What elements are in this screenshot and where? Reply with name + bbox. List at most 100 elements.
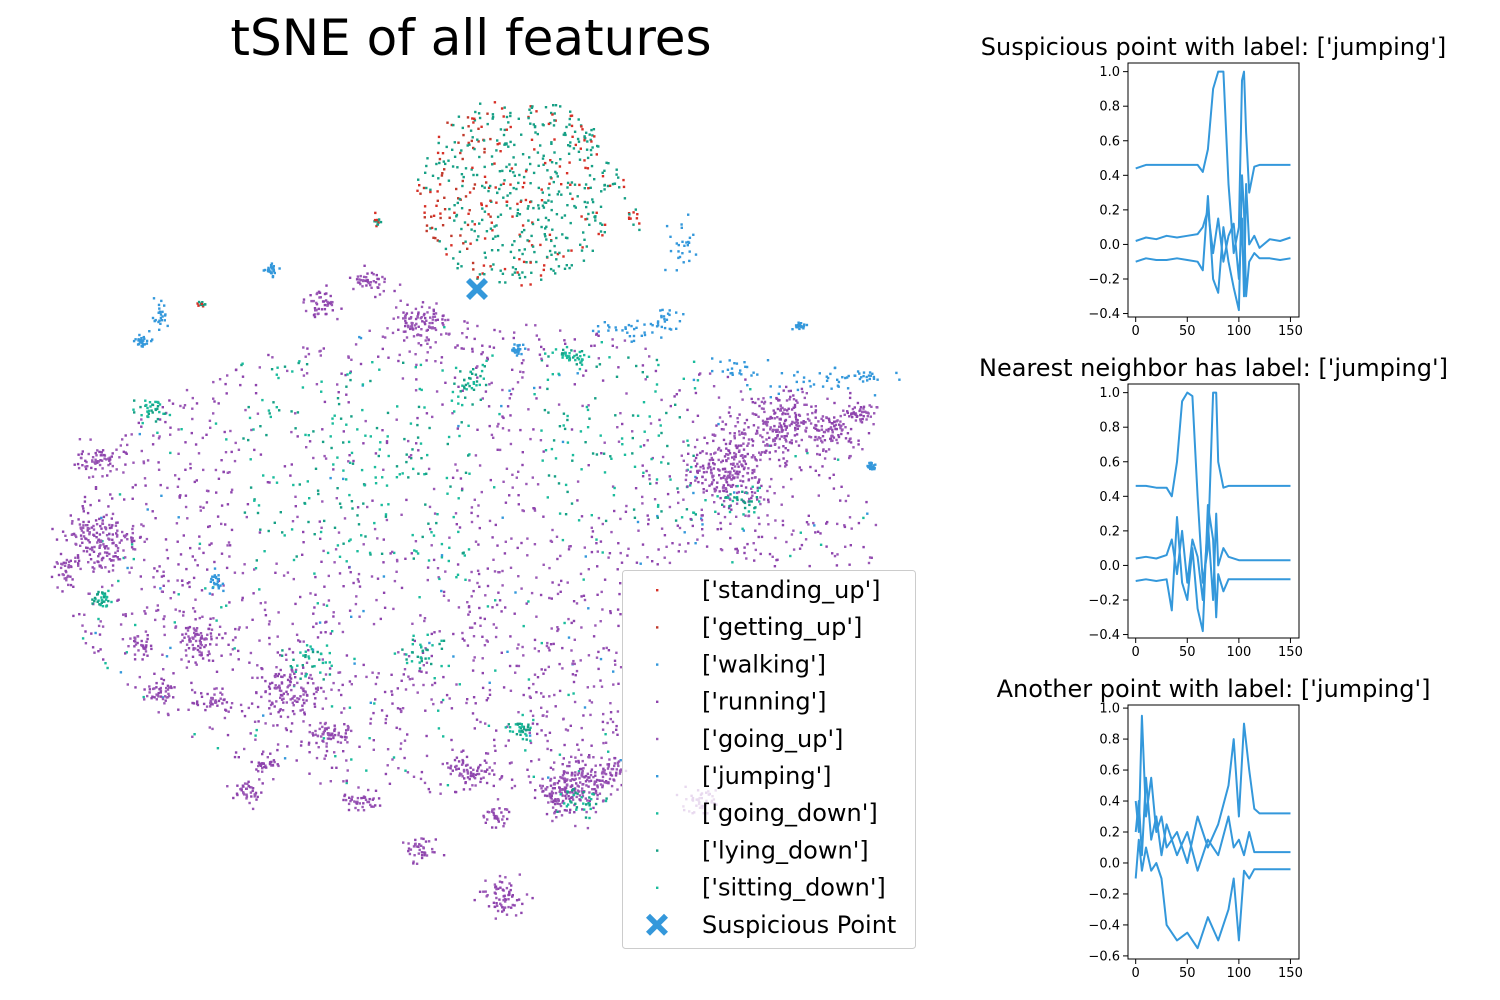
- tsne-point: [628, 335, 632, 338]
- tsne-point: [395, 465, 399, 468]
- tsne-point: [705, 470, 708, 474]
- tsne-point: [488, 766, 491, 769]
- tsne-point: [318, 658, 321, 661]
- tsne-point: [571, 796, 574, 799]
- tsne-point: [569, 808, 572, 812]
- tsne-point: [129, 637, 132, 640]
- tsne-point: [74, 556, 77, 559]
- tsne-point: [272, 724, 275, 727]
- tsne-point: [570, 784, 574, 787]
- tsne-point: [308, 730, 311, 734]
- tsne-point: [72, 585, 75, 588]
- tsne-point: [641, 371, 644, 374]
- tsne-point: [657, 503, 660, 507]
- tsne-point: [563, 339, 566, 342]
- tsne-point: [872, 377, 876, 380]
- tsne-point: [268, 481, 271, 484]
- tsne-point: [740, 444, 743, 447]
- tsne-point: [119, 444, 122, 447]
- tsne-point: [444, 247, 448, 251]
- tsne-point: [727, 470, 730, 474]
- tsne-point: [568, 764, 571, 768]
- tsne-point: [581, 404, 584, 408]
- tsne-point: [825, 428, 828, 432]
- tsne-point: [592, 685, 596, 688]
- tsne-point: [766, 489, 769, 493]
- tsne-point: [692, 454, 695, 457]
- tsne-point: [866, 379, 869, 382]
- tsne-point: [513, 240, 516, 243]
- tsne-point: [807, 523, 810, 526]
- tsne-point: [779, 418, 782, 421]
- tsne-point: [492, 558, 495, 561]
- tsne-point: [689, 517, 692, 521]
- tsne-point: [110, 455, 113, 458]
- tsne-point: [554, 170, 557, 174]
- tsne-point: [514, 671, 517, 674]
- tsne-point: [88, 592, 91, 595]
- tsne-point: [532, 775, 535, 778]
- tsne-point: [468, 384, 471, 388]
- tsne-point: [188, 581, 191, 584]
- tsne-point: [369, 717, 373, 721]
- tsne-point: [749, 388, 752, 391]
- tsne-point: [199, 505, 202, 509]
- tsne-point: [580, 363, 584, 366]
- tsne-point: [108, 456, 111, 459]
- tsne-point: [318, 621, 322, 624]
- tsne-point: [77, 559, 81, 562]
- tsne-point: [533, 386, 536, 390]
- tsne-point: [93, 545, 96, 549]
- tsne-point: [656, 321, 660, 325]
- tsne-point: [668, 309, 671, 312]
- tsne-point: [75, 535, 78, 539]
- tsne-point: [161, 406, 164, 409]
- tsne-point: [729, 472, 732, 475]
- tsne-point: [663, 317, 666, 321]
- tsne-point: [305, 363, 309, 366]
- tsne-point: [468, 191, 472, 194]
- tsne-point: [559, 158, 562, 161]
- tsne-point: [251, 807, 255, 811]
- tsne-point: [613, 764, 616, 768]
- tsne-point: [762, 498, 766, 501]
- tsne-point: [480, 203, 483, 207]
- tsne-point: [469, 242, 472, 245]
- tsne-point: [99, 454, 103, 457]
- tsne-point: [517, 575, 520, 578]
- tsne-point: [171, 402, 175, 405]
- tsne-point: [641, 495, 644, 499]
- tsne-point: [477, 235, 480, 238]
- tsne-point: [144, 484, 147, 487]
- tsne-point: [157, 437, 161, 440]
- tsne-point: [492, 623, 495, 626]
- tsne-point: [461, 389, 464, 392]
- tsne-point: [217, 477, 221, 480]
- tsne-point: [237, 658, 240, 661]
- tsne-point: [766, 431, 769, 435]
- tsne-point: [484, 390, 488, 393]
- tsne-point: [425, 359, 428, 362]
- tsne-point: [383, 277, 386, 281]
- tsne-point: [424, 647, 427, 650]
- tsne-point: [540, 692, 543, 695]
- tsne-point: [307, 655, 310, 658]
- tsne-point: [502, 909, 505, 912]
- tsne-point: [685, 508, 689, 511]
- tsne-point: [130, 546, 134, 549]
- tsne-point: [466, 763, 469, 767]
- tsne-point: [491, 606, 494, 609]
- tsne-point: [182, 406, 185, 409]
- tsne-point: [209, 701, 212, 705]
- tsne-point: [417, 342, 420, 345]
- tsne-point: [285, 690, 288, 693]
- tsne-point: [275, 562, 278, 565]
- tsne-point: [803, 323, 806, 326]
- tsne-point: [548, 792, 551, 795]
- tsne-point: [386, 435, 389, 438]
- tsne-point: [215, 643, 218, 646]
- tsne-point: [302, 698, 305, 702]
- tsne-point: [867, 561, 871, 565]
- tsne-point: [87, 452, 90, 456]
- tsne-point: [634, 487, 638, 490]
